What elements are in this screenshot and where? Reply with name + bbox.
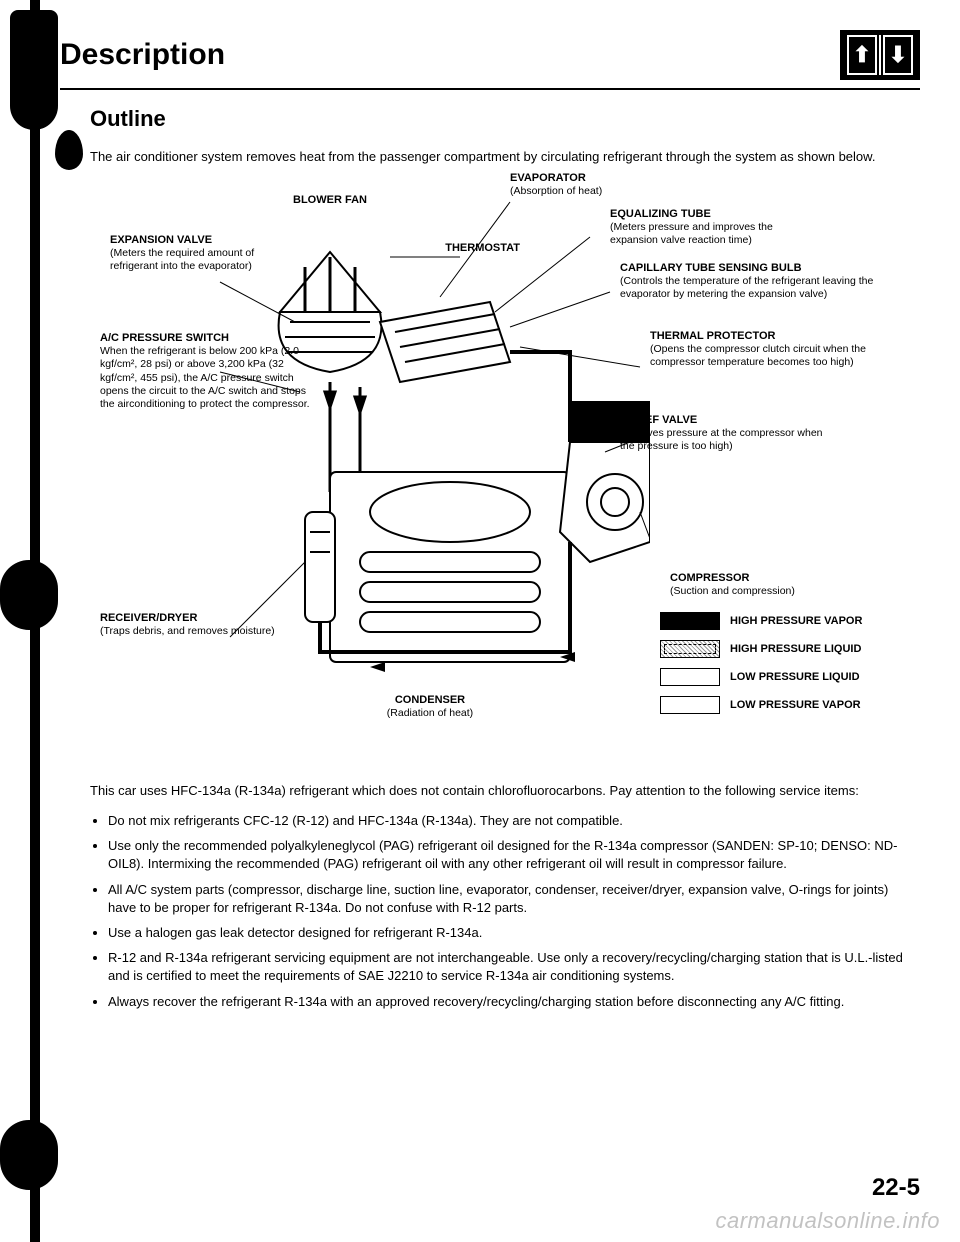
label-relief-valve: RELIEF VALVE (Relieves pressure at the c… (620, 414, 840, 454)
page-number: 22-5 (872, 1174, 920, 1202)
label-receiver-dryer: RECEIVER/DRYER (Traps debris, and remove… (100, 612, 290, 639)
label-thermal-protector: THERMAL PROTECTOR (Opens the compressor … (650, 330, 880, 370)
service-bullets: Do not mix refrigerants CFC-12 (R-12) an… (90, 811, 920, 1011)
bullet-item: Always recover the refrigerant R-134a wi… (108, 992, 920, 1011)
swatch-lpv (660, 696, 720, 714)
down-arrow-icon: ⬇ (883, 35, 913, 75)
label-capillary-tube: CAPILLARY TUBE SENSING BULB (Controls th… (620, 262, 880, 302)
swatch-lpl (660, 668, 720, 686)
bullet-item: All A/C system parts (compressor, discha… (108, 880, 920, 917)
intro-text: The air conditioner system removes heat … (90, 148, 920, 166)
legend-row-hpv: HIGH PRESSURE VAPOR (660, 612, 920, 630)
section-title: Outline (90, 106, 920, 132)
legend-row-lpl: LOW PRESSURE LIQUID (660, 668, 920, 686)
label-expansion-valve: EXPANSION VALVE (Meters the required amo… (110, 234, 270, 274)
legend-label-lpl: LOW PRESSURE LIQUID (730, 671, 860, 683)
bullet-item: Use only the recommended polyalkylenegly… (108, 836, 920, 873)
label-ac-switch: A/C PRESSURE SWITCH When the refrigerant… (100, 332, 310, 411)
label-thermostat: THERMOSTAT (420, 242, 520, 256)
label-equalizing-tube: EQUALIZING TUBE (Meters pressure and imp… (610, 208, 810, 248)
swatch-hpl (660, 640, 720, 658)
label-compressor: COMPRESSOR (Suction and compression) (670, 572, 890, 599)
up-arrow-icon: ⬆ (847, 35, 877, 75)
label-condenser: CONDENSER (Radiation of heat) (350, 694, 510, 721)
bullet-item: Do not mix refrigerants CFC-12 (R-12) an… (108, 811, 920, 830)
label-evaporator: EVAPORATOR (Absorption of heat) (510, 172, 710, 199)
legend: HIGH PRESSURE VAPOR HIGH PRESSURE LIQUID… (660, 612, 920, 724)
legend-row-hpl: HIGH PRESSURE LIQUID (660, 640, 920, 658)
watermark: carmanualsonline.info (715, 1208, 940, 1234)
page-title: Description (60, 38, 225, 72)
legend-label-hpv: HIGH PRESSURE VAPOR (730, 615, 862, 627)
system-diagram: EVAPORATOR (Absorption of heat) BLOWER F… (90, 172, 920, 752)
binder-edge (0, 0, 60, 1242)
bullet-item: Use a halogen gas leak detector designed… (108, 923, 920, 942)
body-text: This car uses HFC-134a (R-134a) refriger… (90, 782, 920, 800)
header-arrow-icon: ⬆ ⬇ (840, 30, 920, 80)
legend-label-hpl: HIGH PRESSURE LIQUID (730, 643, 861, 655)
diagram-svg (210, 192, 650, 732)
bullet-item: R-12 and R-134a refrigerant servicing eq… (108, 948, 920, 985)
legend-row-lpv: LOW PRESSURE VAPOR (660, 696, 920, 714)
swatch-hpv (660, 612, 720, 630)
legend-label-lpv: LOW PRESSURE VAPOR (730, 699, 861, 711)
label-blower-fan: BLOWER FAN (270, 194, 390, 208)
header-rule (60, 88, 920, 90)
